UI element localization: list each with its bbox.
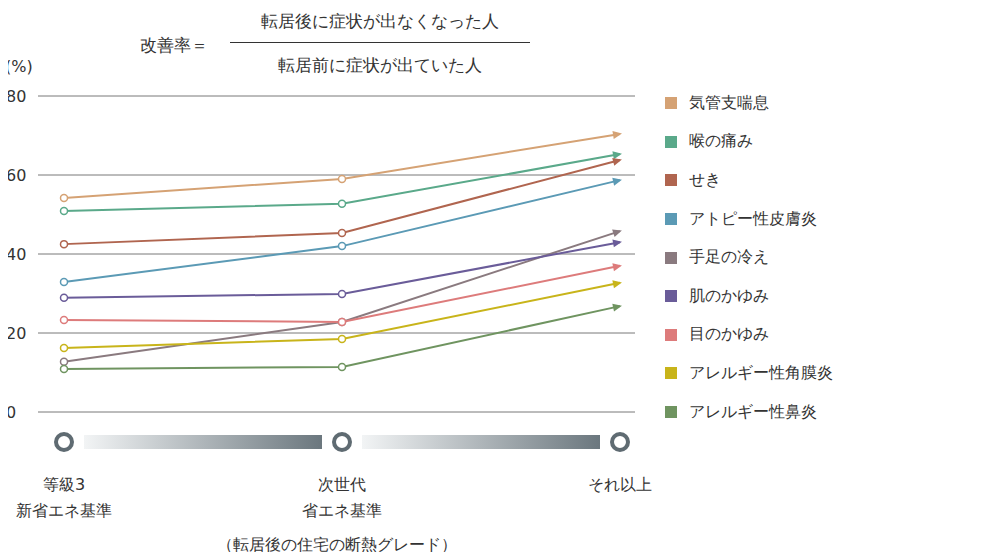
html-text:目のかゆみ: 目のかゆみ: [689, 324, 769, 344]
svg-text:省エネ基準: 省エネ基準: [302, 501, 382, 520]
html-text:アトピー性皮膚炎: アトピー性皮膚炎: [689, 208, 817, 228]
svg-text:60: 60: [8, 166, 26, 185]
svg-text:次世代: 次世代: [318, 475, 366, 494]
html-text:気管支喘息: 気管支喘息: [689, 92, 769, 112]
svg-text:等級3: 等級3: [43, 475, 85, 494]
html-text:転居後に症状が出なくなった人: 転居後に症状が出なくなった人: [261, 11, 499, 31]
html-text:アレルギー性角膜炎: アレルギー性角膜炎: [689, 363, 833, 382]
svg-text:新省エネ基準: 新省エネ基準: [16, 501, 112, 520]
html-text:手足の冷え: 手足の冷え: [689, 247, 769, 267]
html-text:転居前に症状が出ていた人: 転居前に症状が出ていた人: [278, 55, 482, 75]
svg-text:それ以上: それ以上: [588, 475, 652, 494]
html-text:肌のかゆみ: 肌のかゆみ: [689, 285, 769, 305]
svg-text:（転居後の住宅の断熱グレード）: （転居後の住宅の断熱グレード）: [217, 535, 457, 552]
svg-text:20: 20: [8, 324, 26, 343]
svg-text:0: 0: [8, 403, 16, 422]
svg-text:40: 40: [8, 245, 26, 264]
html-text:喉の痛み: 喉の痛み: [689, 131, 753, 151]
html-text:改善率＝: 改善率＝: [140, 35, 208, 55]
html-text:せき: せき: [689, 170, 721, 189]
svg-text:80: 80: [8, 87, 26, 106]
html-text:アレルギー性鼻炎: アレルギー性鼻炎: [689, 401, 817, 421]
